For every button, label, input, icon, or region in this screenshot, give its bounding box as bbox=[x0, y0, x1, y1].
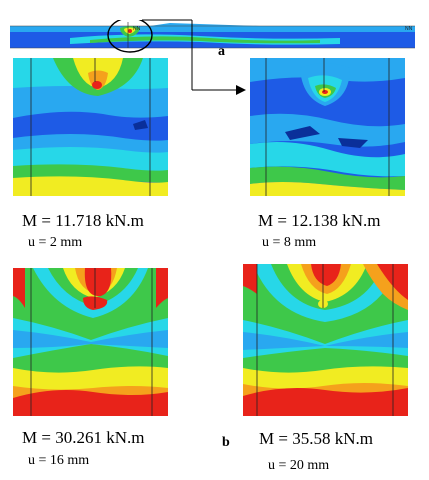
panel-a-label: a bbox=[218, 44, 225, 59]
contour-panel-u8 bbox=[250, 58, 405, 196]
moment-label-u2: M = 11.718 kN.m bbox=[22, 211, 144, 230]
beam-contour-strip: NN NN bbox=[10, 20, 415, 53]
strip-node-label-2: NN bbox=[405, 26, 413, 32]
displacement-label-u16: u = 16 mm bbox=[28, 453, 90, 468]
displacement-label-u20: u = 20 mm bbox=[268, 458, 330, 473]
contour-panel-u16 bbox=[13, 268, 168, 416]
displacement-label-u8: u = 8 mm bbox=[262, 235, 317, 250]
contour-panel-u2 bbox=[13, 58, 168, 196]
panel-b-label: b bbox=[222, 435, 230, 450]
contour-panel-u20 bbox=[243, 264, 408, 416]
displacement-label-u2: u = 2 mm bbox=[28, 235, 83, 250]
strip-node-label-1: NN bbox=[133, 26, 141, 32]
moment-label-u8: M = 12.138 kN.m bbox=[258, 211, 381, 230]
moment-label-u20: M = 35.58 kN.m bbox=[259, 429, 373, 448]
moment-label-u16: M = 30.261 kN.m bbox=[22, 428, 145, 447]
callout-lines bbox=[142, 19, 246, 95]
